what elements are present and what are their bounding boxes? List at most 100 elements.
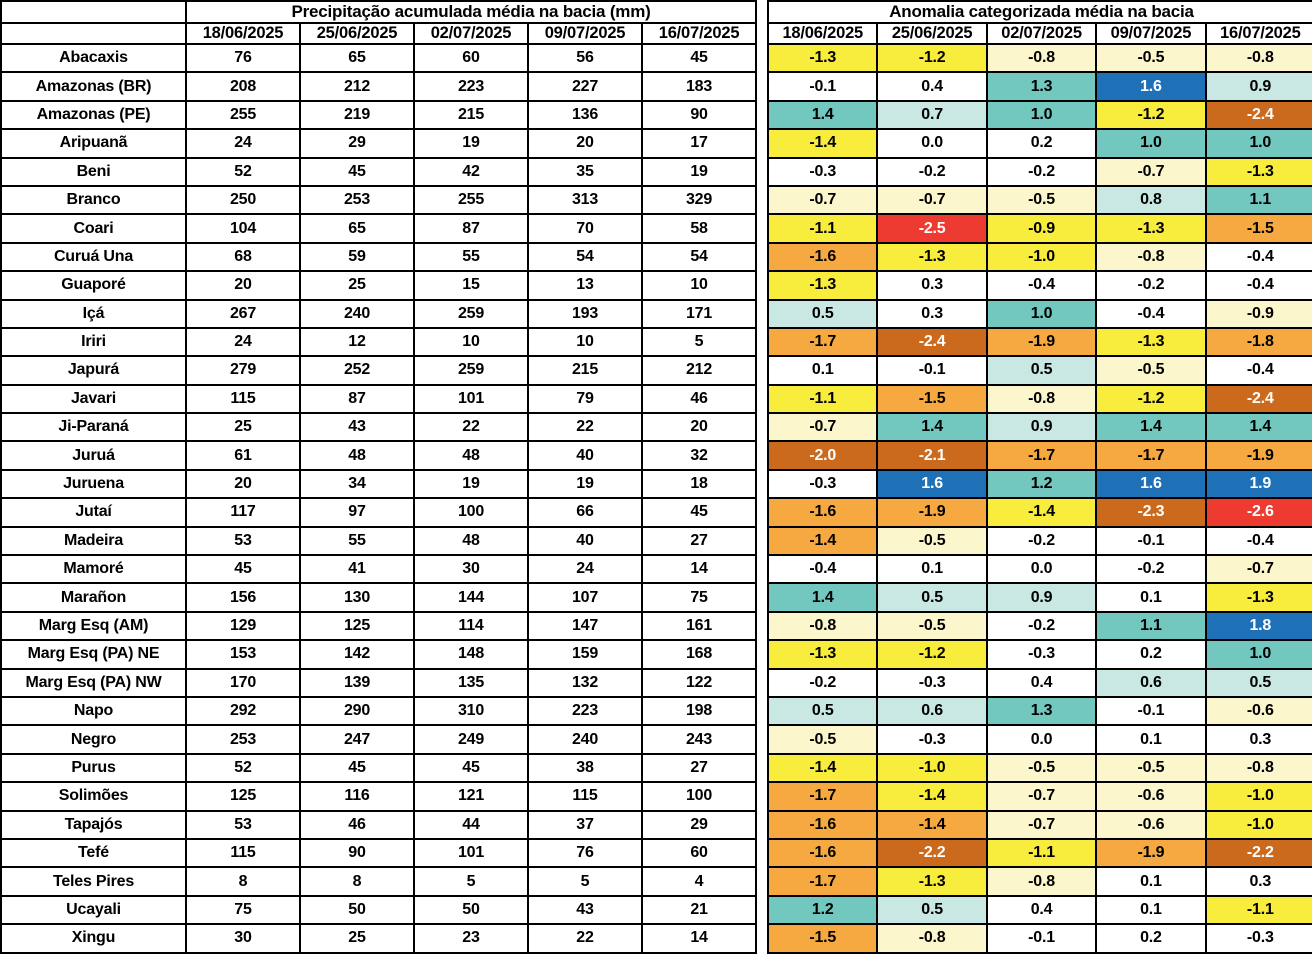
precip-value-cell: 5 xyxy=(527,866,643,897)
precip-value-cell: 50 xyxy=(299,894,415,926)
anomaly-value-cell: 1.3 xyxy=(985,71,1098,102)
anomaly-value-cell: -0.9 xyxy=(985,213,1098,244)
anomaly-value-cell: -0.8 xyxy=(985,383,1098,415)
precip-value-cell: 65 xyxy=(299,213,415,244)
date-header: 25/06/2025 xyxy=(876,22,988,45)
precip-value-cell: 58 xyxy=(640,213,758,244)
basin-name-cell: Javari xyxy=(0,383,187,415)
anomaly-value-cell: -0.9 xyxy=(1204,298,1312,329)
precip-value-cell: 147 xyxy=(527,610,643,642)
anomaly-value-cell: -0.2 xyxy=(1095,270,1207,301)
precip-value-cell: 38 xyxy=(527,752,643,784)
precip-value-cell: 60 xyxy=(640,837,758,869)
anomaly-value-cell: -1.0 xyxy=(1204,781,1312,812)
anomaly-value-cell: 0.1 xyxy=(876,554,988,585)
precip-value-cell: 114 xyxy=(413,610,529,642)
anomaly-value-cell: -2.1 xyxy=(876,440,988,471)
basin-name-cell: Negro xyxy=(0,724,187,755)
anomaly-value-cell: 0.5 xyxy=(767,695,879,727)
precip-value-cell: 25 xyxy=(299,270,415,301)
anomaly-value-cell: 0.0 xyxy=(985,724,1098,755)
precip-row: Marañon 156 130 144 107 75 xyxy=(0,582,758,613)
precip-row: Juruá 61 48 48 40 32 xyxy=(0,440,758,471)
precip-value-cell: 193 xyxy=(527,298,643,329)
precip-value-cell: 227 xyxy=(527,71,643,102)
anomaly-value-cell: 0.5 xyxy=(985,355,1098,386)
anomaly-value-cell: -1.3 xyxy=(1204,156,1312,187)
anomaly-value-cell: -0.5 xyxy=(1095,752,1207,784)
anomaly-value-cell: -1.9 xyxy=(1204,440,1312,471)
anomaly-value-cell: -1.9 xyxy=(876,497,988,528)
basin-name-cell: Madeira xyxy=(0,525,187,557)
precip-value-cell: 24 xyxy=(185,128,301,159)
basin-name-cell: Marañon xyxy=(0,582,187,613)
anomaly-row: -1.6 -1.4 -0.7 -0.6 -1.0 xyxy=(767,809,1312,840)
precip-row: Branco 250 253 255 313 329 xyxy=(0,184,758,216)
anomaly-value-cell: 0.5 xyxy=(1204,667,1312,698)
precip-value-cell: 45 xyxy=(299,156,415,187)
precip-value-cell: 125 xyxy=(299,610,415,642)
basin-name-cell: Branco xyxy=(0,184,187,216)
anomaly-value-cell: 0.9 xyxy=(985,582,1098,613)
anomaly-value-cell: -2.2 xyxy=(1204,837,1312,869)
anomaly-value-cell: -1.0 xyxy=(876,752,988,784)
precip-value-cell: 8 xyxy=(185,866,301,897)
precip-value-cell: 27 xyxy=(640,752,758,784)
anomaly-value-cell: -1.6 xyxy=(767,809,879,840)
precip-value-cell: 253 xyxy=(299,184,415,216)
precip-value-cell: 255 xyxy=(185,99,301,131)
precip-value-cell: 208 xyxy=(185,71,301,102)
basin-name-cell: Guaporé xyxy=(0,270,187,301)
anomaly-value-cell: -0.8 xyxy=(1204,42,1312,74)
precip-row: Solimões 125 116 121 115 100 xyxy=(0,781,758,812)
anomaly-value-cell: -0.6 xyxy=(1095,781,1207,812)
precip-value-cell: 310 xyxy=(413,695,529,727)
precip-row: Abacaxis 76 65 60 56 45 xyxy=(0,42,758,74)
anomaly-value-cell: 1.8 xyxy=(1204,610,1312,642)
precip-value-cell: 313 xyxy=(527,184,643,216)
corner-blank xyxy=(0,22,187,45)
precip-value-cell: 267 xyxy=(185,298,301,329)
basin-name-cell: Içá xyxy=(0,298,187,329)
precip-value-cell: 100 xyxy=(413,497,529,528)
basin-name-cell: Solimões xyxy=(0,781,187,812)
anomaly-value-cell: 0.2 xyxy=(1095,639,1207,670)
anomaly-row: -1.7 -1.3 -0.8 0.1 0.3 xyxy=(767,866,1312,897)
anomaly-row: -0.4 0.1 0.0 -0.2 -0.7 xyxy=(767,554,1312,585)
anomaly-value-cell: -2.4 xyxy=(1204,99,1312,131)
anomaly-value-cell: -0.5 xyxy=(1095,42,1207,74)
anomaly-row: -1.1 -1.5 -0.8 -1.2 -2.4 xyxy=(767,383,1312,415)
anomaly-row: -0.3 -0.2 -0.2 -0.7 -1.3 xyxy=(767,156,1312,187)
precip-value-cell: 76 xyxy=(527,837,643,869)
basin-name-cell: Amazonas (PE) xyxy=(0,99,187,131)
anomaly-value-cell: 1.1 xyxy=(1095,610,1207,642)
anomaly-value-cell: -0.8 xyxy=(985,42,1098,74)
anomaly-value-cell: -1.7 xyxy=(767,866,879,897)
basin-name-cell: Coari xyxy=(0,213,187,244)
anomaly-value-cell: 0.8 xyxy=(1095,184,1207,216)
precip-value-cell: 41 xyxy=(299,554,415,585)
basin-name-cell: Napo xyxy=(0,695,187,727)
basin-name-cell: Marg Esq (PA) NW xyxy=(0,667,187,698)
precip-value-cell: 170 xyxy=(185,667,301,698)
anomaly-value-cell: -1.4 xyxy=(985,497,1098,528)
anomaly-value-cell: -1.1 xyxy=(767,383,879,415)
date-header: 16/07/2025 xyxy=(640,22,758,45)
precip-value-cell: 24 xyxy=(527,554,643,585)
anomaly-value-cell: -1.7 xyxy=(985,440,1098,471)
basin-name-cell: Iriri xyxy=(0,326,187,358)
precip-value-cell: 45 xyxy=(299,752,415,784)
precip-value-cell: 35 xyxy=(527,156,643,187)
anomaly-row: -1.4 0.0 0.2 1.0 1.0 xyxy=(767,128,1312,159)
precip-value-cell: 30 xyxy=(413,554,529,585)
basin-name-cell: Ji-Paraná xyxy=(0,412,187,443)
anomaly-value-cell: 1.4 xyxy=(1095,412,1207,443)
anomaly-value-cell: 1.4 xyxy=(767,99,879,131)
anomaly-value-cell: -1.6 xyxy=(767,837,879,869)
anomaly-value-cell: -0.4 xyxy=(1204,270,1312,301)
precip-value-cell: 29 xyxy=(640,809,758,840)
precip-value-cell: 44 xyxy=(413,809,529,840)
anomaly-value-cell: 1.0 xyxy=(1095,128,1207,159)
anomaly-value-cell: -1.6 xyxy=(767,497,879,528)
date-header: 18/06/2025 xyxy=(767,22,879,45)
